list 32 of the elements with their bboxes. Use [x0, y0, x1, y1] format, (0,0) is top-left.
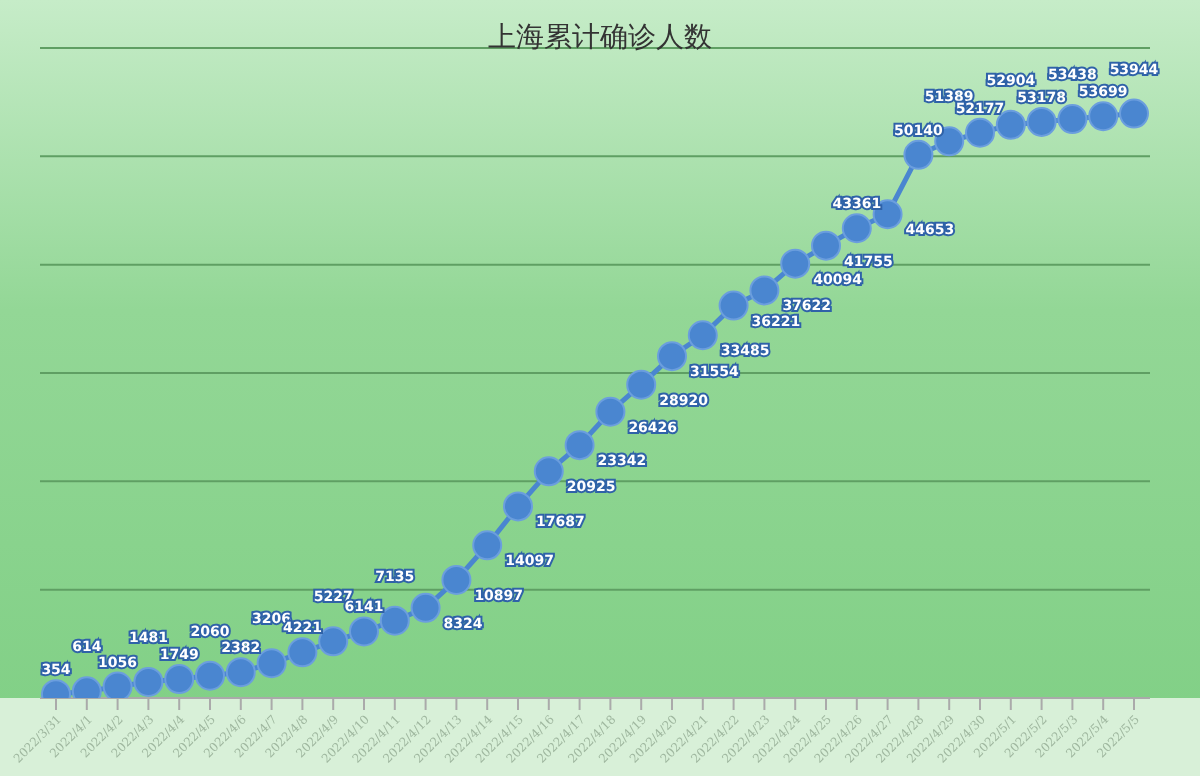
point	[318, 626, 349, 657]
point	[1088, 101, 1119, 132]
point	[472, 530, 503, 561]
chart-title: 上海累计确诊人数	[486, 20, 714, 56]
point	[195, 660, 225, 691]
point	[410, 592, 441, 623]
point	[349, 616, 379, 647]
point	[841, 213, 872, 244]
point	[503, 491, 533, 522]
point	[903, 139, 934, 170]
point	[564, 430, 595, 461]
point	[164, 664, 195, 695]
point	[133, 666, 164, 697]
point	[287, 637, 318, 668]
point	[626, 369, 657, 400]
point	[256, 648, 287, 679]
point	[1057, 104, 1088, 135]
point	[441, 564, 472, 595]
point	[780, 248, 811, 279]
point	[718, 290, 749, 321]
point	[965, 117, 995, 148]
point	[225, 657, 256, 688]
point	[595, 396, 626, 427]
point	[102, 671, 133, 698]
point	[687, 320, 718, 351]
point	[749, 275, 780, 306]
point	[657, 341, 687, 372]
point	[1026, 106, 1057, 137]
point	[1119, 98, 1149, 129]
point	[533, 456, 564, 487]
point	[811, 230, 841, 261]
point	[379, 605, 410, 636]
